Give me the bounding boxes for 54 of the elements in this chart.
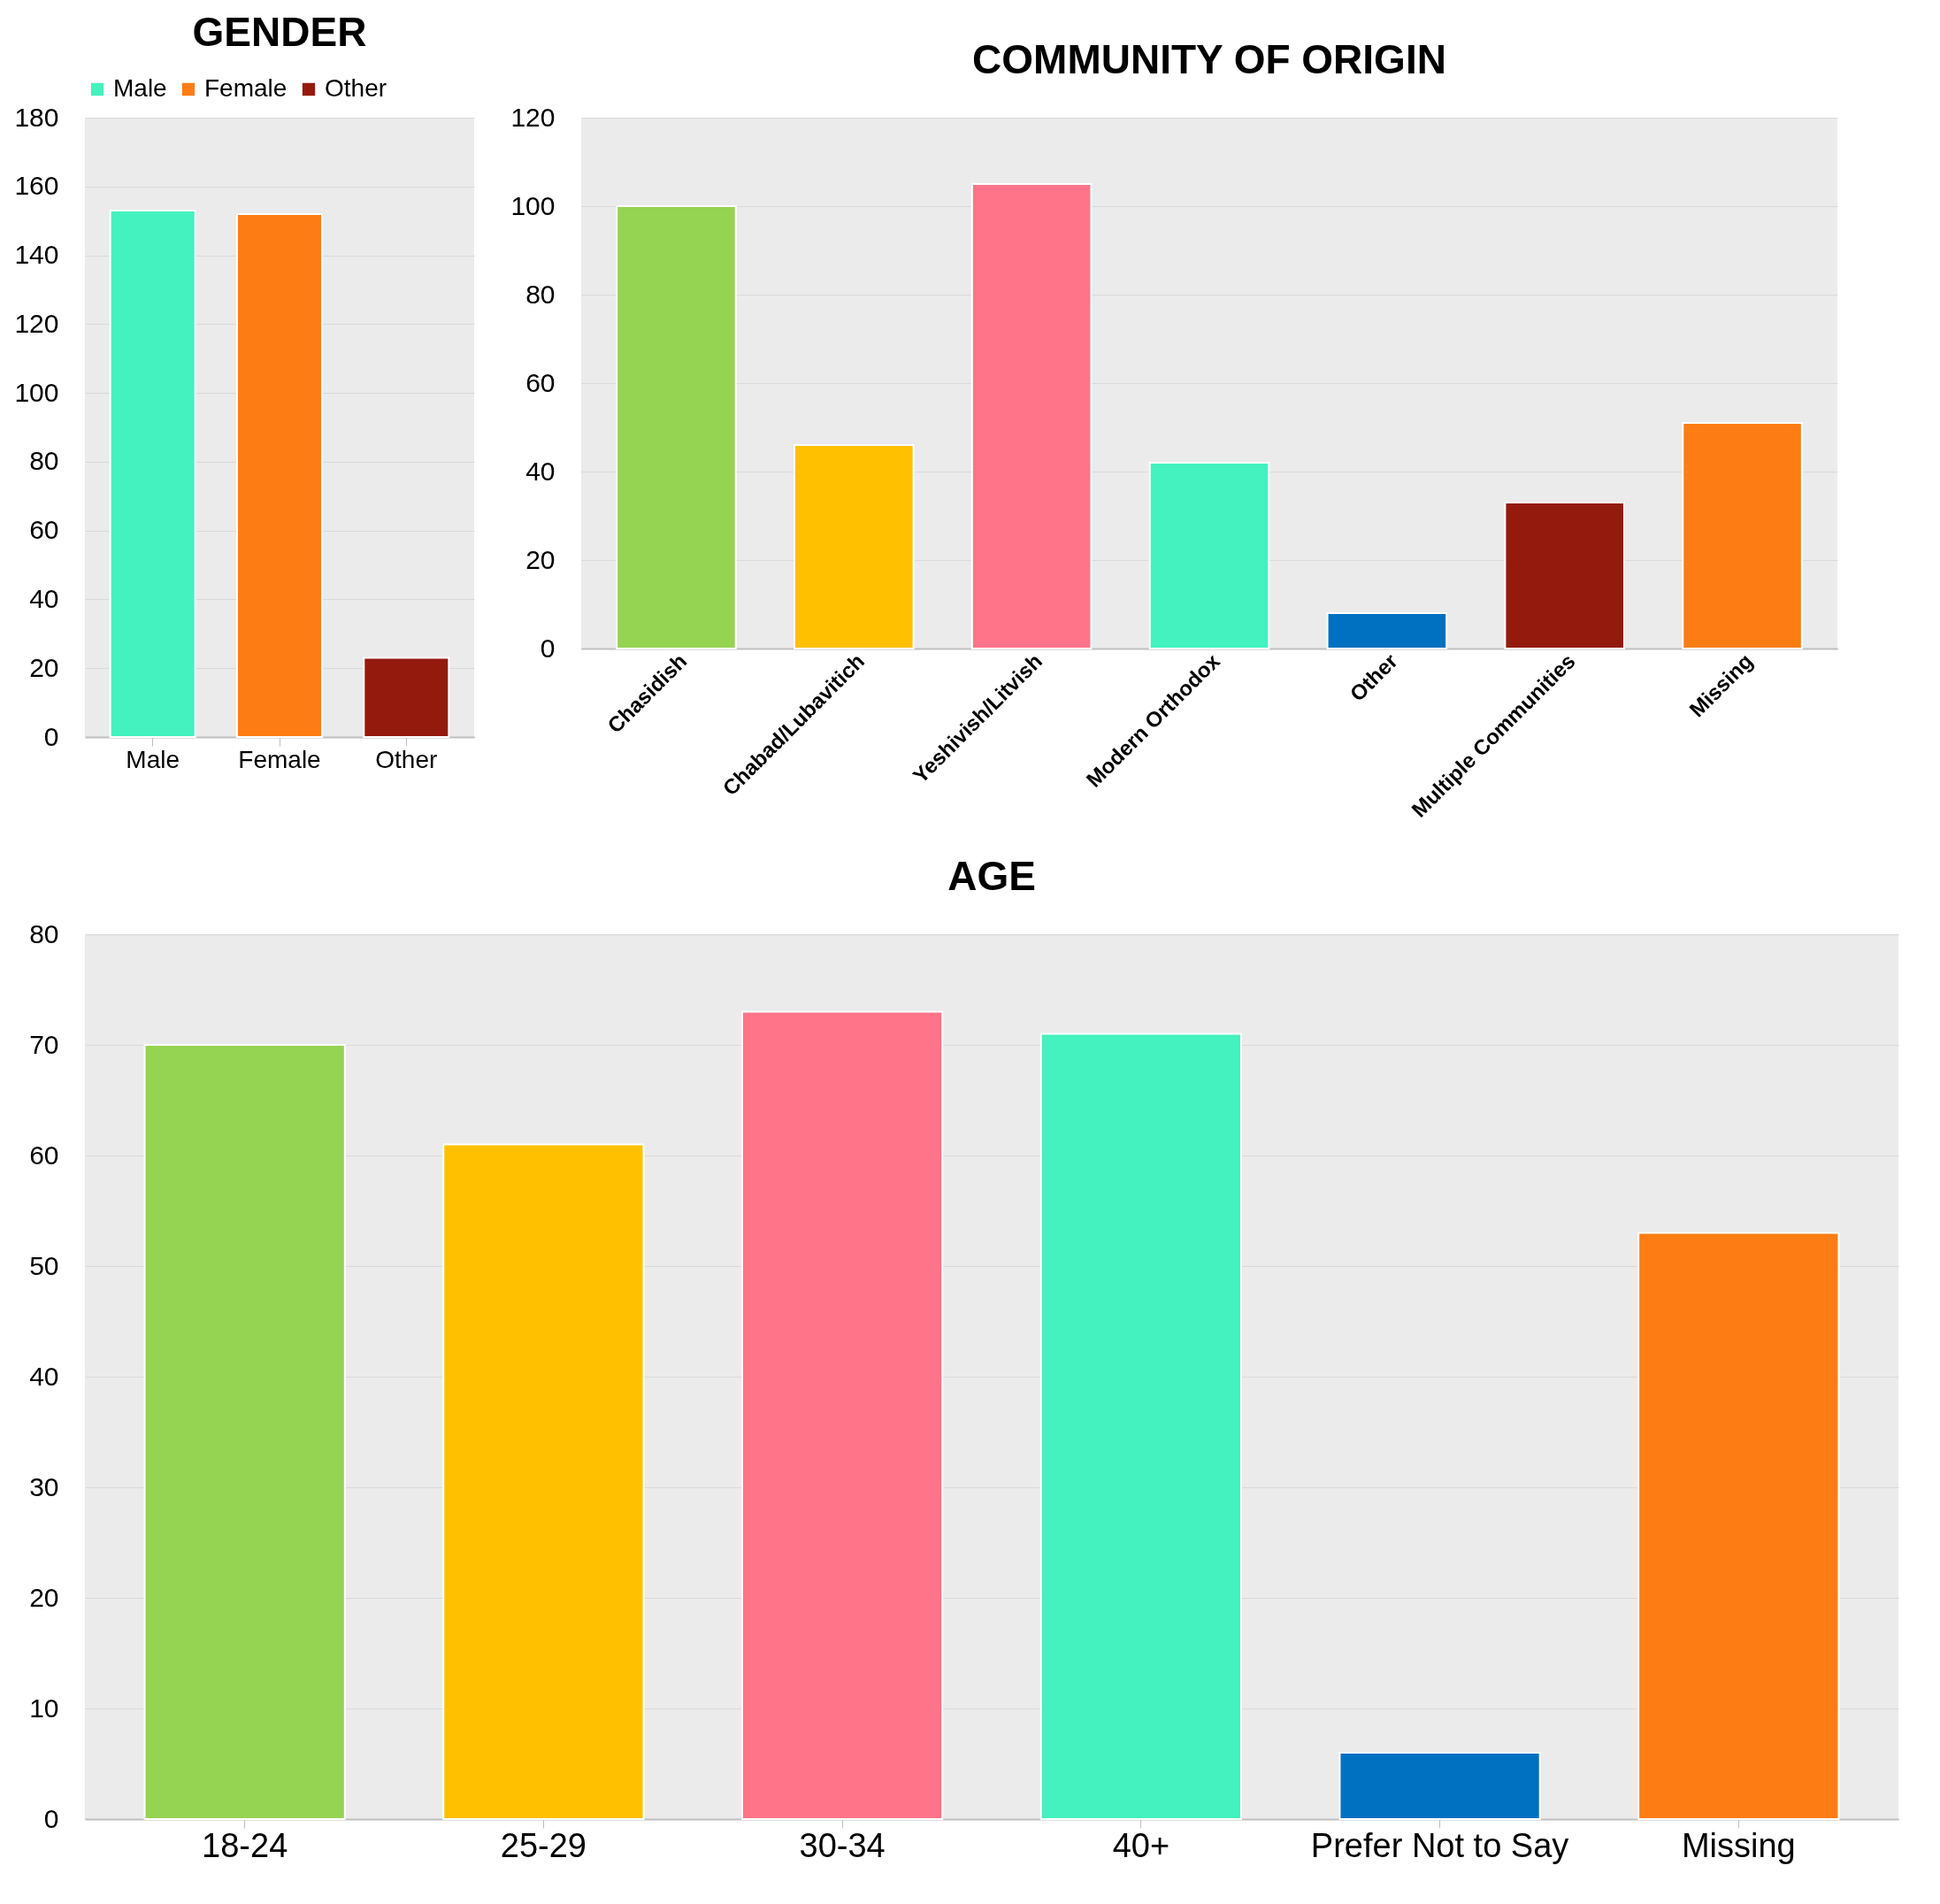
x-tick-label: Missing bbox=[1681, 1826, 1796, 1864]
y-tick-label: 10 bbox=[29, 1693, 59, 1723]
y-tick-label: 100 bbox=[14, 377, 59, 407]
chart-title: AGE bbox=[947, 853, 1036, 899]
y-tick-label: 80 bbox=[29, 446, 59, 476]
x-tick-label: 25-29 bbox=[500, 1826, 587, 1864]
y-tick-label: 0 bbox=[43, 1803, 59, 1833]
y-tick-label: 100 bbox=[510, 190, 556, 220]
y-tick-label: 0 bbox=[43, 721, 59, 751]
y-tick-label: 60 bbox=[29, 1140, 59, 1170]
legend-label: Female bbox=[204, 74, 288, 102]
bar bbox=[1148, 462, 1270, 649]
bar bbox=[1039, 1033, 1242, 1820]
y-tick-label: 20 bbox=[525, 544, 556, 574]
y-tick-label: 70 bbox=[29, 1029, 59, 1059]
bar bbox=[1338, 1752, 1541, 1820]
y-tick-label: 40 bbox=[525, 456, 556, 486]
y-tick-label: 0 bbox=[540, 633, 556, 663]
bar bbox=[143, 1044, 346, 1820]
legend-label: Other bbox=[325, 74, 387, 102]
y-tick-label: 80 bbox=[525, 279, 556, 309]
bar bbox=[1504, 502, 1625, 649]
y-tick-label: 40 bbox=[29, 583, 59, 613]
bar bbox=[970, 183, 1093, 649]
y-tick-label: 30 bbox=[29, 1471, 59, 1501]
bar bbox=[1682, 422, 1803, 649]
x-tick-label: 40+ bbox=[1112, 1826, 1170, 1864]
y-tick-label: 120 bbox=[14, 308, 59, 338]
bar bbox=[794, 444, 915, 649]
y-tick-label: 120 bbox=[510, 102, 556, 132]
x-tick-label: 30-34 bbox=[799, 1826, 886, 1864]
bar bbox=[1326, 612, 1448, 649]
bar bbox=[616, 205, 737, 649]
legend-label: Male bbox=[113, 74, 167, 102]
y-tick-label: 160 bbox=[14, 171, 59, 201]
y-tick-label: 140 bbox=[14, 240, 59, 270]
x-tick-label: Other bbox=[375, 745, 438, 773]
x-tick-label: Male bbox=[126, 745, 180, 773]
x-tick-label: Female bbox=[238, 745, 321, 773]
x-tick-label: 18-24 bbox=[202, 1826, 288, 1864]
chart-title: GENDER bbox=[192, 9, 367, 55]
bar bbox=[741, 1010, 944, 1820]
y-tick-label: 80 bbox=[29, 918, 59, 948]
y-tick-label: 60 bbox=[525, 367, 556, 397]
bar bbox=[1637, 1232, 1840, 1820]
y-tick-label: 60 bbox=[29, 515, 59, 545]
y-tick-label: 40 bbox=[29, 1361, 59, 1391]
chart-title: COMMUNITY OF ORIGIN bbox=[972, 36, 1446, 82]
y-tick-label: 20 bbox=[29, 1582, 59, 1612]
x-tick-label: Prefer Not to Say bbox=[1310, 1826, 1569, 1864]
y-tick-label: 20 bbox=[29, 652, 59, 682]
bar bbox=[442, 1143, 645, 1820]
y-tick-label: 50 bbox=[29, 1250, 59, 1280]
y-tick-label: 180 bbox=[14, 102, 59, 132]
